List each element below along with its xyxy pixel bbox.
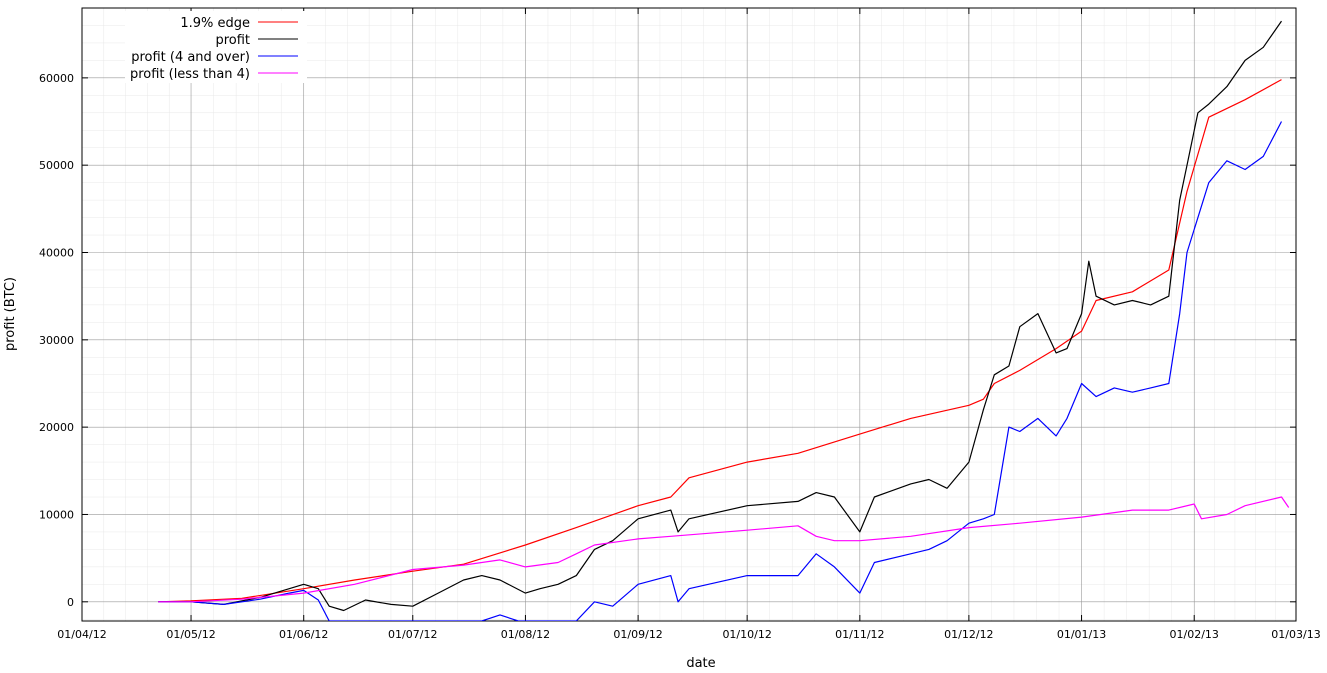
x-tick-label: 01/06/12 xyxy=(279,628,328,641)
legend-label-over4: profit (4 and over) xyxy=(131,50,250,65)
y-tick-label: 20000 xyxy=(39,421,74,434)
plot-area-border xyxy=(81,7,1297,622)
y-axis: 0 10000 20000 30000 40000 50000 60000 xyxy=(39,72,1296,609)
x-tick-label: 01/11/12 xyxy=(835,628,884,641)
x-axis-label: date xyxy=(686,656,715,671)
series-line-profit xyxy=(158,20,1282,612)
legend-background xyxy=(125,11,307,83)
x-tick-label: 01/05/12 xyxy=(166,628,215,641)
y-axis-label: profit (BTC) xyxy=(3,277,18,351)
series-line-under4 xyxy=(158,496,1290,603)
y-tick-label: 30000 xyxy=(39,334,74,347)
y-tick-label: 50000 xyxy=(39,159,74,172)
x-tick-label: 01/10/12 xyxy=(722,628,771,641)
y-tick-label: 0 xyxy=(67,596,74,609)
x-axis: 01/04/12 01/05/12 01/06/12 01/07/12 01/08/12… xyxy=(57,8,1321,641)
x-tick-label: 01/03/13 xyxy=(1271,628,1320,641)
y-tick-label: 10000 xyxy=(39,508,74,521)
legend-label-under4: profit (less than 4) xyxy=(130,67,250,82)
y-tick-label: 40000 xyxy=(39,247,74,260)
x-tick-label: 01/08/12 xyxy=(501,628,550,641)
x-tick-label: 01/02/13 xyxy=(1170,628,1219,641)
x-tick-label: 01/12/12 xyxy=(944,628,993,641)
legend-label-profit: profit xyxy=(215,33,250,48)
x-tick-label: 01/04/12 xyxy=(57,628,106,641)
legend: 1.9% edge profit profit (4 and over) pro… xyxy=(125,11,307,83)
x-tick-label: 01/01/13 xyxy=(1057,628,1106,641)
legend-label-edge: 1.9% edge xyxy=(180,16,250,31)
series-layer xyxy=(158,20,1290,621)
x-tick-label: 01/07/12 xyxy=(388,628,437,641)
x-tick-label: 01/09/12 xyxy=(613,628,662,641)
y-tick-label: 60000 xyxy=(39,72,74,85)
series-line-over4 xyxy=(158,121,1283,621)
